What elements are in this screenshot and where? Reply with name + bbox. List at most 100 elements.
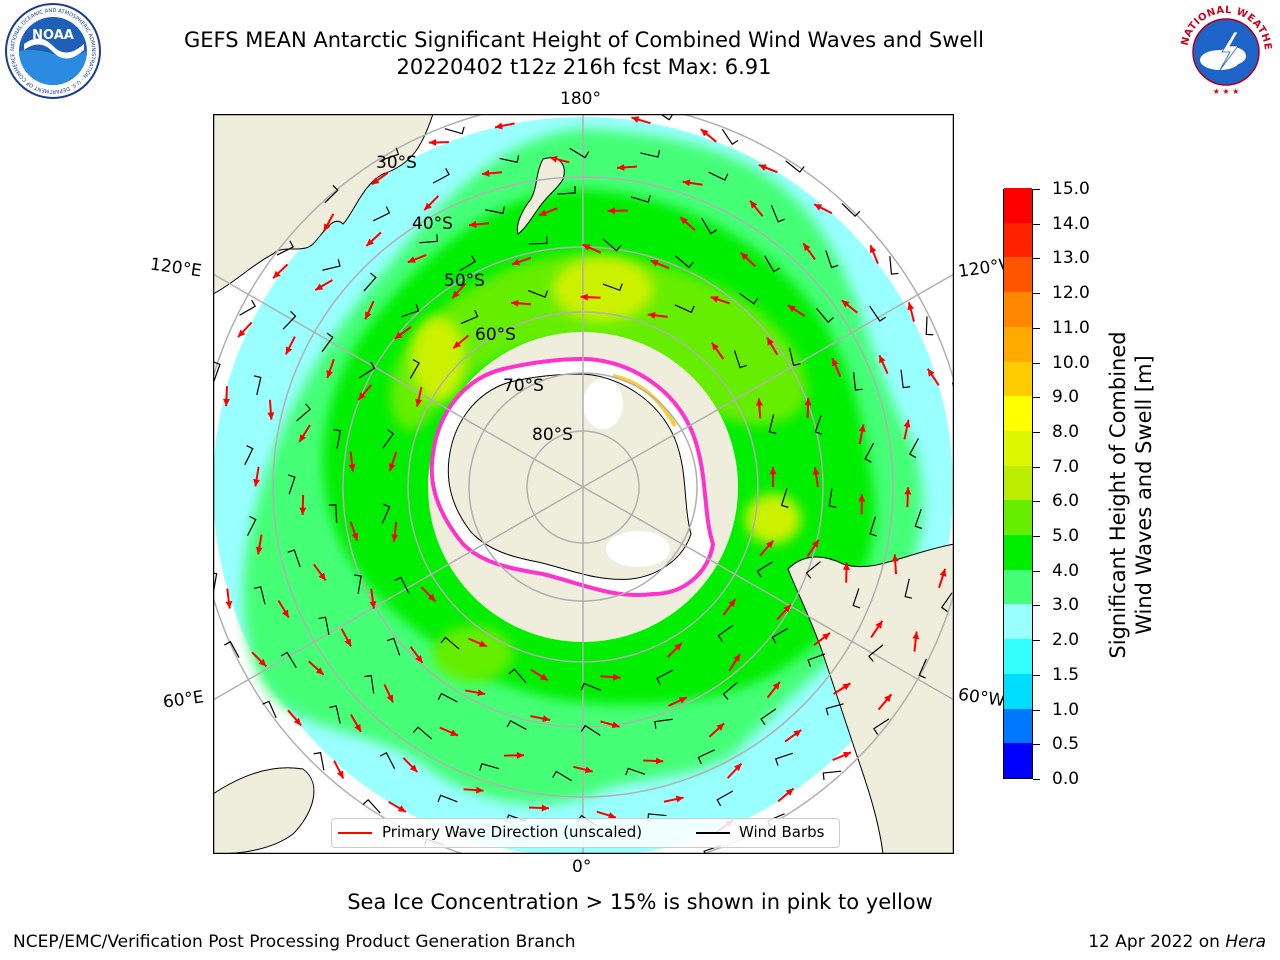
wave-max-indian: [411, 317, 465, 401]
wind-barb: [437, 692, 458, 703]
wave-direction-arrowhead: [478, 640, 487, 647]
wave-direction-arrowhead: [258, 658, 267, 667]
wave-direction-arrowhead: [409, 764, 418, 773]
wind-barb: [224, 640, 240, 658]
wave-direction-arrowhead: [427, 593, 436, 602]
wind-barb: [253, 375, 262, 396]
wave-direction-arrowhead: [369, 601, 377, 609]
lon-label-60e: 60°E: [161, 687, 206, 713]
wind-barb-legend-swatch: [696, 832, 730, 834]
wave-direction-arrowhead: [822, 632, 830, 641]
noaa-logo-text: NOAA: [32, 28, 74, 43]
wind-barb: [287, 549, 301, 568]
wind-barb: [822, 770, 842, 781]
wave-direction-arrowhead: [516, 751, 525, 759]
graticule: [213, 114, 954, 854]
colorbar-tick: [1033, 605, 1040, 607]
wind-barb: [280, 651, 297, 669]
wind-barb: [716, 790, 734, 807]
chart-title: GEFS MEAN Antarctic Significant Height o…: [183, 28, 985, 52]
ross-ice-shelf: [583, 379, 623, 429]
wind-barb: [908, 438, 919, 459]
wave-direction-arrowhead: [869, 245, 877, 254]
wave-direction-arrowhead: [733, 653, 741, 662]
wind-barb: [321, 332, 334, 353]
wind-barb: [904, 578, 913, 599]
wave-direction-arrowhead: [631, 116, 640, 123]
wave-direction-arrowhead: [904, 487, 912, 495]
wind-barb: [253, 586, 266, 605]
lon-label-180: 180°: [560, 89, 601, 109]
colorbar-tick-label: 15.0: [1052, 179, 1090, 199]
wind-barb: [296, 403, 312, 422]
wave-direction-arrowhead: [584, 766, 593, 774]
wave-direction-arrowhead: [326, 370, 333, 378]
wave-direction-arrowhead: [711, 342, 719, 351]
wave-direction-arrowhead: [787, 305, 796, 313]
colorbar-tick: [1033, 536, 1040, 538]
wave-direction-arrowhead: [293, 717, 302, 726]
wind-barb: [674, 304, 695, 314]
wave-direction-arrowhead: [811, 539, 819, 548]
wave-direction-arrowhead: [842, 683, 851, 691]
wind-barb: [900, 369, 911, 389]
colorbar-tick-label: 0.5: [1052, 734, 1080, 755]
wave-direction-arrowhead: [428, 138, 437, 146]
sea-ice-note: Sea Ice Concentration > 15% is shown in …: [347, 890, 933, 914]
wind-barb: [814, 414, 823, 435]
lon-label-0: 0°: [572, 857, 592, 877]
wind-barb: [358, 362, 376, 379]
lon-label-60w: 60°W: [956, 684, 1007, 712]
wind-barb: [364, 674, 375, 694]
wave-direction-arrowhead: [733, 763, 742, 772]
wave-direction-arrowhead: [682, 179, 691, 187]
wave-direction-arrowhead: [903, 419, 911, 428]
wind-barb: [412, 726, 433, 740]
wind-barb: [479, 763, 500, 771]
wave-direction-arrowhead: [318, 572, 326, 581]
wind-barb: [440, 636, 460, 650]
noaa-logo-icon: NOAA NATIONAL OCEANIC AND ATMOSPHERIC AD…: [4, 2, 102, 100]
wind-barb: [324, 184, 339, 204]
wave-direction-arrowhead: [832, 358, 839, 367]
wave-direction-arrowhead: [469, 221, 477, 228]
wind-barb: [247, 515, 257, 536]
wind-barb: [841, 203, 861, 218]
wave-direction-arrowhead: [884, 694, 892, 703]
colorbar-title-line2: Wind Waves and Swell [m]: [1132, 355, 1156, 635]
colorbar-tick: [1033, 640, 1040, 642]
wind-barb: [580, 682, 601, 691]
colorbar-tick-label: 3.0: [1052, 595, 1080, 616]
wind-barb: [381, 503, 391, 524]
wave-direction-arrowhead: [315, 667, 324, 675]
wind-barb: [602, 283, 623, 292]
wind-barb: [329, 705, 341, 724]
antarctica-coast: [447, 373, 692, 580]
south-america-land: [787, 543, 954, 854]
colorbar-tick-label: 7.0: [1052, 456, 1080, 477]
wave-direction-arrowhead: [358, 392, 366, 401]
wave-direction-arrowhead: [348, 464, 356, 472]
wind-barb: [318, 616, 330, 636]
footer-host: Hera: [1225, 932, 1266, 952]
wave-direction-arrowhead: [804, 397, 812, 406]
wind-barb: [213, 361, 221, 382]
wind-barb: [379, 752, 396, 770]
wave-direction-arrowhead: [477, 689, 486, 697]
colorbar-segment: [1004, 742, 1032, 778]
wave-direction-arrowhead: [767, 337, 774, 346]
wave-direction-arrowhead: [891, 554, 899, 562]
vector-field: [213, 114, 954, 854]
lat-label-60s: 60°S: [475, 325, 516, 345]
colorbar-segment: [1004, 499, 1032, 536]
new-zealand-land: [516, 157, 565, 235]
colorbar-tick-label: 2.0: [1052, 630, 1080, 651]
wave-direction-arrowhead: [580, 293, 588, 301]
wind-barb-legend-label: Wind Barbs: [739, 823, 825, 841]
wind-barb: [914, 509, 923, 530]
colorbar-title: Significant Height of Combined Wind Wave…: [1105, 325, 1157, 665]
map-legend: Primary Wave Direction (unscaled) Wind B…: [331, 818, 840, 848]
colorbar-segment: [1004, 256, 1032, 293]
wave-direction-arrowhead: [783, 604, 791, 613]
wave-max-south-pacific: [553, 257, 653, 321]
